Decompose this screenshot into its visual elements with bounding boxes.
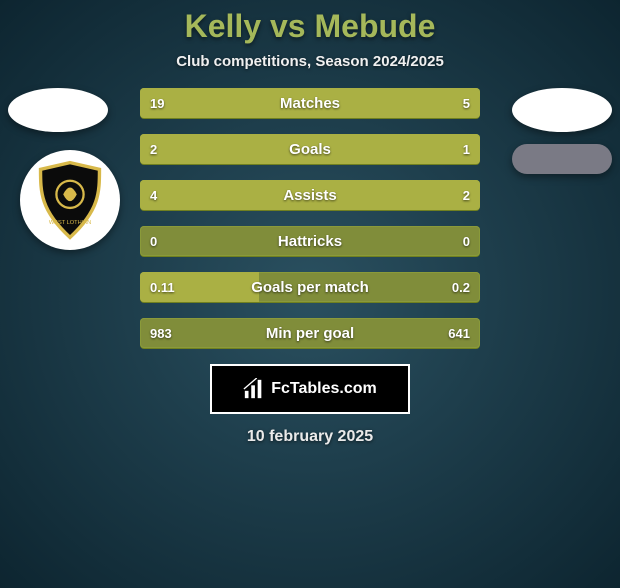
stat-value-right: 5 <box>463 88 470 118</box>
brand-label: FcTables.com <box>271 380 377 398</box>
stat-label: Hattricks <box>140 226 480 256</box>
stat-value-left: 983 <box>150 318 172 348</box>
subtitle: Club competitions, Season 2024/2025 <box>0 53 620 70</box>
stat-fill-left <box>140 134 368 164</box>
stat-row: 0.110.2Goals per match <box>140 272 480 302</box>
stat-value-right: 0 <box>463 226 470 256</box>
stat-label: Min per goal <box>140 318 480 348</box>
player-left-club-badge: WEST LOTHIAN <box>20 150 120 250</box>
stat-bars: 195Matches21Goals42Assists00Hattricks0.1… <box>140 88 480 348</box>
comparison-content: WEST LOTHIAN 195Matches21Goals42Assists0… <box>0 88 620 348</box>
shield-icon: WEST LOTHIAN <box>36 160 104 240</box>
stat-fill-left <box>140 180 368 210</box>
stat-value-right: 0.2 <box>452 272 470 302</box>
stat-row: 983 641Min per goal <box>140 318 480 348</box>
svg-text:WEST LOTHIAN: WEST LOTHIAN <box>49 220 91 226</box>
stat-value-left: 4 <box>150 180 157 210</box>
stat-row: 0 0Hattricks <box>140 226 480 256</box>
stat-value-left: 0.11 <box>150 272 175 302</box>
stat-fill-left <box>140 88 409 118</box>
player-right-avatar <box>512 88 612 132</box>
player-left-avatar <box>8 88 108 132</box>
stat-row: 21Goals <box>140 134 480 164</box>
page-title: Kelly vs Mebude <box>0 8 620 45</box>
stat-value-right: 2 <box>463 180 470 210</box>
date-label: 10 february 2025 <box>0 428 620 446</box>
stat-value-left: 19 <box>150 88 164 118</box>
stat-value-right: 641 <box>448 318 470 348</box>
stat-value-left: 0 <box>150 226 157 256</box>
stat-row: 195Matches <box>140 88 480 118</box>
stat-value-left: 2 <box>150 134 157 164</box>
barchart-icon <box>243 378 265 400</box>
brand-box[interactable]: FcTables.com <box>210 364 410 414</box>
player-right-club-pill <box>512 144 612 174</box>
stat-value-right: 1 <box>463 134 470 164</box>
stat-row: 42Assists <box>140 180 480 210</box>
